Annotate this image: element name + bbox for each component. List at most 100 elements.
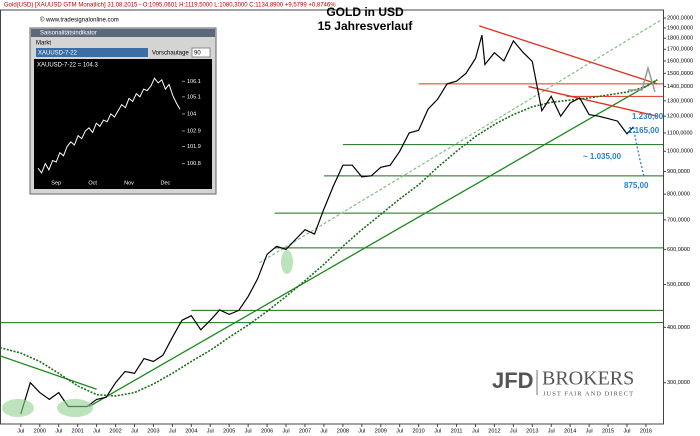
x-tick-label: 2005 [223,428,235,434]
y-tick-label: 400,0000 [667,325,690,331]
days-label: Vorschautage [152,51,189,57]
x-tick-label: 2007 [299,428,311,434]
inset-y-tick-label: 105.1 [187,94,201,100]
x-tick-label: 2012 [488,428,500,434]
x-tick-label: 2015 [602,428,614,434]
x-tick-label: 2001 [72,428,84,434]
arrow [628,65,656,93]
days-input[interactable] [191,47,211,58]
x-tick-label: Jul [358,428,365,434]
annotation: 1.165,00 [628,126,660,135]
x-tick-label: Jul [245,428,252,434]
trend-line [88,79,658,408]
highlight [2,399,34,417]
inset-y-tick-label: 101.9 [187,144,201,150]
x-tick-label: Jul [283,428,290,434]
inset-plot [34,59,212,189]
inset-line [37,77,181,174]
x-tick-label: 2000 [34,428,46,434]
y-tick-label: 1100,0000 [667,130,693,136]
x-tick-label: Jul [17,428,24,434]
inset-window: Saisonalitätsindikator Markt XAUUSD-7-22… [29,27,217,195]
brand-name: JFD [492,368,534,393]
market-dropdown[interactable] [36,48,148,57]
x-tick-label: 2008 [337,428,349,434]
inset-y-tick-label: 104 [187,111,196,117]
annotation: 875,00 [624,181,649,190]
y-tick-label: 1800,0000 [667,36,693,42]
inset-x-tick-label: Dec [161,180,171,186]
y-tick-label: 800,0000 [667,192,690,198]
y-tick-label: 300,0000 [667,380,690,386]
annotation: 1.230,00 [632,112,664,121]
x-tick-label: Jul [55,428,62,434]
x-tick-label: 2011 [451,428,463,434]
x-tick-label: Jul [169,428,176,434]
chart-subtitle: 15 Jahresverlauf [318,19,414,33]
forecast-line [632,126,645,178]
x-tick-label: Jul [396,428,403,434]
plot-border [0,9,664,425]
price-line [20,34,634,415]
header-text: Gold(USD) [XAUUSD GTM Monatlich] 31.08.2… [4,3,336,9]
y-tick-label: 1000,0000 [667,149,693,155]
x-tick-label: Jul [586,428,593,434]
x-tick-label: 2004 [185,428,197,434]
x-tick-label: Jul [472,428,479,434]
trend-line [528,85,658,117]
highlight [281,250,293,274]
x-tick-label: 2013 [526,428,538,434]
inset-x-tick-label: Nov [124,180,134,186]
y-tick-label: 1600,0000 [667,58,693,64]
y-tick-label: 1900,0000 [667,25,693,31]
window-title: Saisonalitätsindikator [40,31,97,37]
moving-average [0,79,658,397]
x-tick-label: Jul [320,428,327,434]
inset-x-tick-label: Sep [51,180,61,186]
inset-y-tick-label: 102.9 [187,128,201,134]
x-tick-label: 2003 [147,428,159,434]
y-tick-label: 900,0000 [667,169,690,175]
x-tick-label: Jul [434,428,441,434]
inset-x-tick-label: Oct [88,180,97,186]
y-tick-label: 700,0000 [667,217,690,223]
y-tick-label: 1700,0000 [667,47,693,53]
brand-slogan: JUST FAIR AND DIRECT [543,390,634,397]
market-label: Markt [36,41,51,47]
trend-line [0,355,97,390]
y-tick-label: 500,0000 [667,282,690,288]
inset-y-tick-label: 100.8 [187,161,201,167]
highlight [57,399,93,417]
copyright: © www.tradesignalonline.com [40,17,119,24]
x-tick-label: Jul [548,428,555,434]
annotation: ~ 1.035,00 [583,152,622,161]
x-tick-label: 2014 [564,428,576,434]
x-tick-label: 2016 [640,428,652,434]
x-tick-label: Jul [510,428,517,434]
x-tick-label: 2009 [375,428,387,434]
y-tick-label: 2000,0000 [667,15,693,21]
days-value: 90 [194,51,201,57]
y-tick-label: 1300,0000 [667,98,693,104]
brand-name2: BROKERS [542,368,634,390]
market-value: XAUUSD-7-22 [38,51,78,57]
inset-y-tick-label: 106.1 [187,79,201,85]
x-tick-label: Jul [623,428,630,434]
trend-line [259,19,662,264]
window-titlebar [31,29,215,37]
y-tick-label: 1400,0000 [667,84,693,90]
chart-title: GOLD in USD [326,5,404,19]
x-tick-label: 2006 [261,428,273,434]
inset-legend: XAUUSD-7-22 = 104.3 [37,63,99,69]
y-tick-label: 600,0000 [667,247,690,253]
plot-area: 300,0000 400,0000 500,0000 600,0000 700,0000… [0,9,693,434]
y-tick-label: 1500,0000 [667,71,693,77]
x-tick-label: Jul [131,428,138,434]
x-tick-label: 2010 [413,428,425,434]
trend-line [479,25,658,85]
y-tick-label: 1200,0000 [667,114,693,120]
x-tick-label: 2002 [109,428,121,434]
x-tick-label: Jul [207,428,214,434]
x-tick-label: Jul [93,428,100,434]
